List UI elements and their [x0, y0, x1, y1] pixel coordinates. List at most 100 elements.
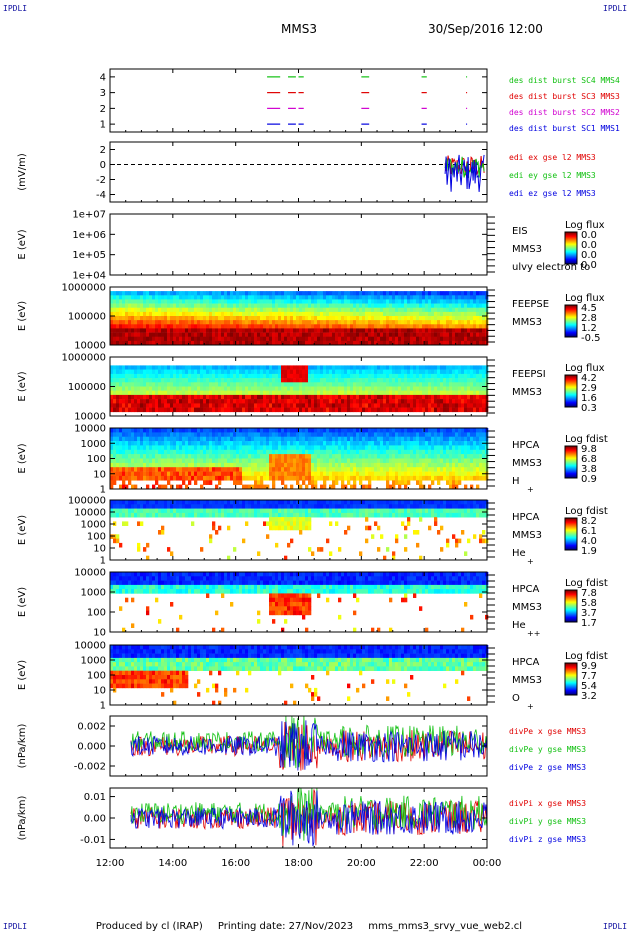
- hpca-h-spectrogram-cell: [404, 436, 408, 442]
- hpca-h-spectrogram-cell: [443, 454, 447, 459]
- eis-panel-colorbar-cell: [565, 241, 577, 243]
- feepsi-spectrogram-cell: [437, 386, 441, 392]
- feepse-spectrogram-cell: [482, 328, 486, 333]
- hpca-h-spectrogram-cell: [251, 445, 255, 451]
- hpca-h-spectrogram-cell: [134, 462, 138, 468]
- feepse-spectrogram-cell: [194, 295, 198, 300]
- hpca-h-spectrogram-cell: [320, 467, 324, 472]
- feepsi-spectrogram-cell: [185, 378, 189, 383]
- feepsi-spectrogram-cell: [155, 394, 159, 400]
- feepse-spectrogram-cell: [269, 311, 273, 317]
- feepsi-spectrogram-cell: [167, 378, 171, 383]
- feepsi-spectrogram-cell: [281, 394, 285, 400]
- feepsi-spectrogram-cell: [194, 403, 198, 408]
- hpca-h-spectrogram-cell: [194, 428, 198, 433]
- hpca-h-spectrogram-cell: [359, 471, 363, 477]
- hpca-h-spectrogram-cell: [377, 458, 381, 464]
- feepsi-spectrogram-cell: [146, 386, 150, 392]
- feepsi-spectrogram-cell: [155, 399, 159, 404]
- hpca-h-spectrogram-cell: [407, 432, 411, 438]
- feepse-spectrogram-cell: [410, 291, 414, 296]
- hpca-h-spectrogram-cell: [332, 480, 336, 485]
- hpca-h-spectrogram-cell: [131, 436, 135, 442]
- feepse-spectrogram-cell: [194, 316, 198, 321]
- feepse-spectrogram-cell: [368, 324, 372, 329]
- feepsi-spectrogram-cell: [329, 394, 333, 400]
- feepse-spectrogram-cell: [452, 332, 456, 338]
- hpca-h-spectrogram-cell: [116, 436, 120, 442]
- hpca-h-spectrogram-cell: [353, 471, 357, 477]
- hpca-h-spectrogram-cell: [218, 432, 222, 438]
- hpca-h-spectrogram-cell: [146, 432, 150, 438]
- feepsi-panel-colorbar-cell: [565, 376, 577, 378]
- feepse-spectrogram-cell: [110, 291, 114, 296]
- feepse-spectrogram-cell: [305, 316, 309, 321]
- hpca-h-spectrogram-cell: [371, 441, 375, 446]
- hpca-h-spectrogram-cell: [434, 454, 438, 459]
- feepse-spectrogram-cell: [227, 328, 231, 333]
- hpca-h-spectrogram-cell: [176, 445, 180, 451]
- hpca-h-spectrogram-cell: [272, 428, 276, 433]
- hpca-h-spectrogram-cell: [437, 432, 441, 438]
- hpca-h-spectrogram-cell: [404, 454, 408, 459]
- feepsi-spectrogram-cell: [317, 390, 321, 396]
- feepse-spectrogram-cell: [422, 303, 426, 309]
- hpca-h-spectrogram-cell: [311, 445, 315, 451]
- feepse-spectrogram-cell: [128, 295, 132, 300]
- feepse-panel-colorbar-frame: [564, 304, 578, 338]
- hpca-h-spectrogram-cell: [386, 449, 390, 455]
- feepse-spectrogram-cell: [464, 332, 468, 338]
- hpca-h-spectrogram-cell: [173, 458, 177, 464]
- hpca-h-spectrogram-cell: [371, 432, 375, 438]
- hpca-h-spectrogram-cell: [167, 449, 171, 455]
- feepsi-spectrogram-cell: [374, 399, 378, 404]
- feepse-spectrogram-cell: [386, 316, 390, 321]
- feepsi-spectrogram-cell: [440, 394, 444, 400]
- feepsi-spectrogram-cell: [311, 369, 315, 375]
- feepsi-spectrogram-cell: [251, 407, 255, 413]
- feepse-spectrogram-cell: [230, 311, 234, 317]
- hpca-h-spectrogram-cell: [386, 428, 390, 433]
- feepsi-spectrogram-cell: [353, 407, 357, 413]
- feepsi-spectrogram-cell: [161, 369, 165, 375]
- hpca-h-spectrogram-cell: [347, 441, 351, 446]
- feepse-spectrogram-cell: [347, 328, 351, 333]
- hpca-h-spectrogram-cell: [425, 475, 429, 481]
- feepsi-spectrogram-cell: [326, 390, 330, 396]
- feepse-spectrogram-cell: [269, 340, 273, 346]
- feepsi-spectrogram-cell: [434, 394, 438, 400]
- feepse-spectrogram-cell: [137, 291, 141, 296]
- feepsi-spectrogram-cell: [341, 399, 345, 404]
- feepse-spectrogram-cell: [167, 340, 171, 346]
- hpca-h-spectrogram-cell: [284, 462, 288, 468]
- feepse-spectrogram-cell: [344, 320, 348, 325]
- feepse-spectrogram-cell: [437, 332, 441, 338]
- hpca-h-spectrogram-cell: [245, 445, 249, 451]
- feepse-spectrogram-cell: [149, 291, 153, 296]
- feepsi-spectrogram-cell: [143, 399, 147, 404]
- hpca-h-spectrogram-cell: [167, 475, 171, 481]
- hpca-h-spectrogram-cell: [320, 458, 324, 464]
- feepse-spectrogram-cell: [377, 336, 381, 342]
- feepse-spectrogram-cell: [254, 291, 258, 296]
- feepse-spectrogram-cell: [134, 299, 138, 304]
- feepsi-spectrogram-cell: [173, 399, 177, 404]
- hpca-h-spectrogram-cell: [383, 467, 387, 472]
- hpca-h-spectrogram-cell: [314, 441, 318, 446]
- feepse-spectrogram-cell: [470, 295, 474, 300]
- feepsi-spectrogram-cell: [398, 390, 402, 396]
- feepse-spectrogram-cell: [332, 307, 336, 313]
- hpca-h-spectrogram-cell: [356, 436, 360, 442]
- feepse-spectrogram-cell: [434, 291, 438, 296]
- feepse-spectrogram-cell: [176, 328, 180, 333]
- feepse-spectrogram-cell: [455, 307, 459, 313]
- feepse-spectrogram-cell: [350, 320, 354, 325]
- hpca-h-spectrogram-cell: [419, 471, 423, 477]
- feepse-spectrogram-cell: [197, 291, 201, 296]
- feepsi-spectrogram-cell: [404, 394, 408, 400]
- feepsi-spectrogram-cell: [314, 373, 318, 379]
- feepsi-spectrogram-cell: [308, 369, 312, 375]
- feepsi-spectrogram-cell: [212, 365, 216, 370]
- feepse-spectrogram-cell: [314, 303, 318, 309]
- feepsi-spectrogram-cell: [329, 382, 333, 387]
